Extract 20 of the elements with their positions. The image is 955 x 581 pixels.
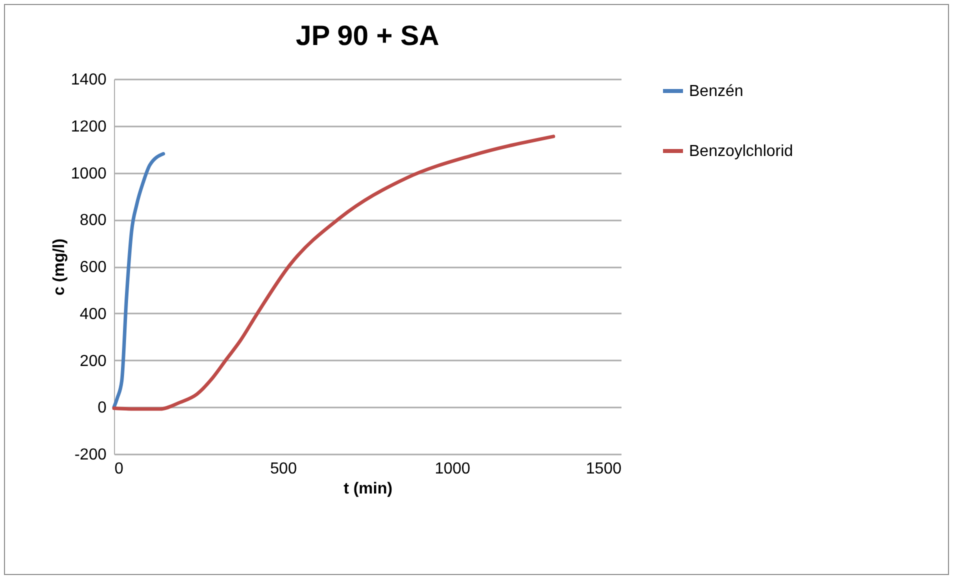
y-tick-label: 0 xyxy=(98,400,107,417)
x-tick-label: 1000 xyxy=(434,460,470,478)
x-axis-title: t (min) xyxy=(344,480,392,498)
y-tick-label: 600 xyxy=(80,259,107,276)
x-tick-label: 0 xyxy=(114,460,124,478)
chart-title: JP 90 + SA xyxy=(296,20,440,51)
line-series xyxy=(112,152,166,409)
y-tick-label: 400 xyxy=(80,306,107,323)
y-tick-label: 200 xyxy=(80,352,107,370)
y-tick-label: 1400 xyxy=(70,72,107,88)
y-tick-label: 1000 xyxy=(70,165,107,182)
x-tick-label: 500 xyxy=(270,460,297,478)
x-tick-label: 1500 xyxy=(586,460,622,478)
y-tick-label: -200 xyxy=(74,446,107,464)
y-tick-label: 800 xyxy=(80,212,107,230)
legend-label: Benzén xyxy=(689,83,744,100)
y-axis-title: c (mg/l) xyxy=(50,238,68,296)
legend-label: Benzoylchlorid xyxy=(689,143,794,160)
y-tick-label: 1200 xyxy=(70,118,107,136)
line-series xyxy=(112,134,556,411)
